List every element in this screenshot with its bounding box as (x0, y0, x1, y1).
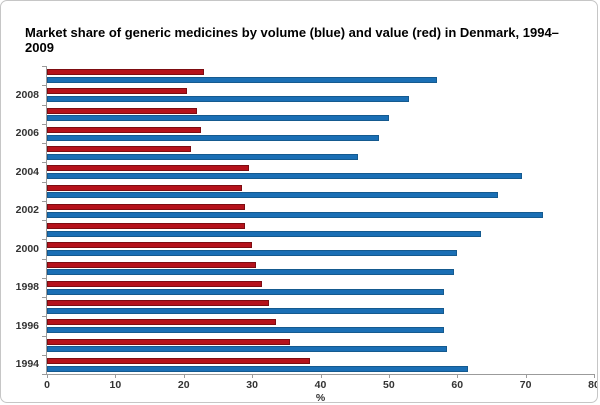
x-tick-60 (457, 374, 459, 378)
chart-title: Market share of generic medicines by vol… (25, 25, 559, 55)
y-tick-mark-8 (42, 220, 46, 221)
x-tick-label-0: 0 (44, 379, 50, 391)
bar-value-1999 (47, 261, 256, 268)
x-tick-30 (252, 374, 254, 378)
x-tick-70 (525, 374, 527, 378)
year-label-2000: 2000 (15, 242, 39, 255)
x-tick-label-50: 50 (383, 379, 395, 391)
y-tick-mark-2 (42, 104, 46, 106)
bar-volume-2002 (47, 211, 543, 218)
x-tick-label-10: 10 (109, 379, 122, 391)
x-tick-label-30: 30 (246, 379, 258, 391)
y-tick-mark-5 (42, 162, 46, 164)
x-tick-label-60: 60 (451, 379, 464, 391)
bar-volume-2008 (47, 96, 410, 103)
bar-value-1996 (47, 319, 277, 326)
bar-value-1994 (47, 357, 311, 364)
bar-value-2001 (47, 223, 246, 229)
bar-volume-2009 (47, 76, 437, 83)
bar-volume-1996 (47, 327, 444, 334)
bar-volume-1999 (47, 269, 454, 276)
x-tick-20 (183, 374, 185, 378)
y-axis-line (46, 66, 47, 374)
bar-volume-1998 (47, 288, 444, 295)
bar-value-2008 (47, 88, 188, 95)
year-label-2006: 2006 (15, 127, 39, 140)
y-tick-mark-9 (42, 239, 46, 241)
bar-volume-2006 (47, 134, 379, 141)
y-tick-mark-0 (42, 66, 46, 67)
x-axis-line (46, 374, 594, 375)
bar-value-2004 (47, 165, 249, 172)
y-tick-mark-16 (42, 374, 46, 375)
bar-volume-2003 (47, 192, 499, 199)
year-label-2008: 2008 (15, 88, 39, 101)
y-tick-mark-11 (42, 277, 46, 279)
bar-value-2003 (47, 184, 242, 191)
y-tick-mark-6 (42, 181, 46, 183)
bar-volume-1994 (47, 365, 468, 372)
x-tick-50 (388, 374, 390, 378)
x-tick-10 (115, 374, 117, 378)
x-tick-80 (594, 374, 595, 378)
bar-value-2007 (47, 107, 198, 114)
x-tick-40 (320, 374, 322, 378)
y-tick-mark-12 (42, 297, 46, 298)
x-axis-title: % (315, 392, 326, 403)
y-tick-mark-14 (42, 335, 46, 337)
bar-value-1998 (47, 280, 263, 287)
year-label-1998: 1998 (15, 281, 39, 294)
year-label-1994: 1994 (15, 358, 39, 371)
year-label-2004: 2004 (15, 165, 39, 178)
bar-volume-2004 (47, 173, 523, 180)
bar-value-2005 (47, 146, 191, 152)
y-tick-mark-4 (42, 143, 46, 144)
bar-value-2006 (47, 126, 201, 133)
y-tick-mark-10 (42, 258, 46, 260)
y-tick-mark-1 (42, 85, 46, 87)
y-tick-mark-13 (42, 316, 46, 318)
x-tick-0 (47, 374, 48, 378)
bar-volume-1997 (47, 307, 444, 314)
bar-volume-2000 (47, 250, 458, 257)
bar-volume-2001 (47, 230, 482, 237)
y-tick-mark-7 (42, 200, 46, 202)
bar-volume-2007 (47, 115, 389, 122)
bar-value-2000 (47, 242, 253, 249)
bar-volume-1995 (47, 346, 447, 353)
year-label-2002: 2002 (15, 204, 39, 217)
x-tick-label-70: 70 (519, 379, 532, 391)
x-tick-label-80: 80 (588, 379, 597, 391)
x-tick-label-40: 40 (314, 379, 327, 391)
bar-value-2009 (47, 69, 205, 75)
y-tick-mark-3 (42, 123, 46, 125)
bar-value-2002 (47, 203, 246, 210)
y-tick-mark-15 (42, 354, 46, 356)
bar-value-1995 (47, 338, 290, 345)
bar-value-1997 (47, 300, 270, 306)
x-tick-label-20: 20 (177, 379, 190, 391)
year-label-1996: 1996 (15, 319, 39, 332)
bar-volume-2005 (47, 153, 359, 160)
